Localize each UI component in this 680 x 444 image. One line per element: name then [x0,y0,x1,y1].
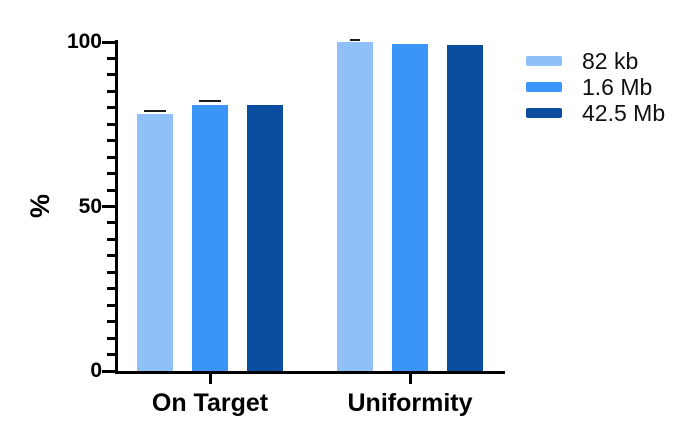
y-tick-label: 100 [66,30,102,53]
legend-row: 42.5 Mb [526,100,665,126]
y-minor-tick [107,320,115,324]
y-minor-tick [107,122,115,126]
legend-swatch-icon [526,56,562,66]
bar-82-kb-uniformity [337,42,373,371]
y-minor-tick [107,139,115,143]
x-axis-line [115,371,505,374]
legend-row: 82 kb [526,48,665,74]
y-minor-tick [107,254,115,258]
bar-82-kb-on-target [137,114,173,371]
y-minor-tick [107,106,115,110]
y-minor-tick [107,303,115,307]
x-category-tick [208,373,212,384]
x-category-tick [408,373,412,384]
y-minor-tick [107,89,115,93]
bar-42-5-mb-uniformity [447,45,483,371]
y-major-tick [102,40,115,44]
y-minor-tick [107,56,115,60]
x-category-label: Uniformity [347,389,473,417]
y-minor-tick [107,287,115,291]
y-minor-tick [107,73,115,77]
bar-1-6-mb-uniformity [392,43,428,371]
y-major-tick [102,369,115,373]
legend-label: 82 kb [582,47,639,74]
y-minor-tick [107,188,115,192]
y-minor-tick [107,336,115,340]
y-minor-tick [107,221,115,225]
legend-swatch-icon [526,82,562,92]
legend-label: 1.6 Mb [582,73,653,100]
y-minor-tick [107,155,115,159]
error-bar-cap [350,39,360,42]
y-minor-tick [107,270,115,274]
y-minor-tick [107,353,115,357]
y-axis-line [115,40,118,373]
legend-label: 42.5 Mb [582,99,666,126]
bar-42-5-mb-on-target [247,104,283,371]
legend-row: 1.6 Mb [526,74,665,100]
x-category-label: On Target [151,389,269,417]
error-bar-cap [199,100,221,103]
y-major-tick [102,205,115,208]
bar-1-6-mb-on-target [192,104,228,371]
y-minor-tick [107,237,115,241]
legend-swatch-icon [526,108,562,118]
y-tick-label: 0 [90,359,102,382]
error-bar-cap [144,110,166,113]
legend: 82 kb 1.6 Mb 42.5 Mb [526,48,665,126]
y-minor-tick [107,172,115,176]
y-tick-label: 50 [78,194,102,218]
